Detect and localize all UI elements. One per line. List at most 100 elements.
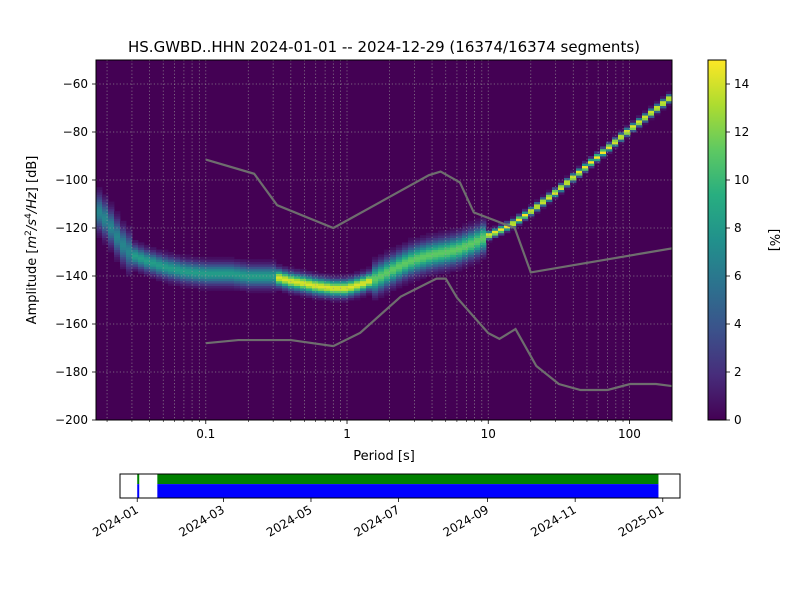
heatmap-cell [258,261,265,265]
heatmap-cell [312,292,319,296]
heatmap-cell [300,271,307,274]
heatmap-cell [198,264,205,267]
heatmap-cell [480,242,487,246]
heatmap-cell [630,124,637,128]
heatmap-cell [138,242,145,246]
heatmap-cell [210,280,217,284]
heatmap-cell [414,242,421,246]
heatmap-cell [450,266,457,270]
heatmap-cell [432,252,439,255]
heatmap-cell [450,249,457,253]
heatmap-cell [408,271,415,274]
colorbar-tick-label: 10 [734,173,749,187]
heatmap-cell [492,225,499,229]
heatmap-cell [294,280,301,284]
heatmap-cell [228,278,235,282]
heatmap-cell [474,242,481,246]
heatmap-cell [468,247,475,250]
heatmap-cell [114,216,121,219]
heatmap-cell [330,285,337,289]
heatmap-cell [180,261,187,265]
heatmap-cell [204,276,211,279]
heatmap-cell [102,206,109,210]
heatmap-cell [480,254,487,258]
heatmap-cell [660,96,667,99]
heatmap-cell [372,266,379,270]
heatmap-cell [270,271,277,274]
heatmap-cell [468,220,475,224]
heatmap-cell [438,237,445,241]
y-axis-label-part: ] [dB] [25,156,40,193]
heatmap-cell [618,136,625,140]
heatmap-cell [210,288,217,291]
heatmap-cell [654,105,661,109]
heatmap-cell [510,223,517,226]
heatmap-cell [252,259,259,262]
heatmap-cell [540,201,547,205]
heatmap-cell [312,271,319,274]
heatmap-cell [342,290,349,294]
heatmap-cell [192,266,199,270]
heatmap-cell [318,292,325,296]
heatmap-cell [384,271,391,274]
heatmap-cell [162,252,169,255]
heatmap-cell [504,220,511,224]
heatmap-cell [156,266,163,270]
heatmap-cell [246,271,253,274]
heatmap-cell [162,254,169,258]
heatmap-cell [342,295,349,298]
heatmap-cell [102,235,109,238]
heatmap-cell [180,285,187,289]
heatmap-cell [150,271,157,274]
heatmap-cell [396,252,403,255]
heatmap-cell [426,268,433,272]
heatmap-cell [96,235,103,238]
heatmap-cell [396,261,403,265]
heatmap-cell [444,261,451,265]
heatmap-cell [192,276,199,279]
heatmap-cell [324,297,331,301]
heatmap-cell [162,266,169,270]
heatmap-cell [252,276,259,279]
heatmap-cell [456,254,463,258]
heatmap-cell [186,261,193,265]
heatmap-cell [168,256,175,260]
heatmap-cell [108,201,115,205]
heatmap-cell [426,237,433,241]
heatmap-cell [438,252,445,255]
heatmap-cell [120,247,127,250]
heatmap-cell [438,242,445,246]
x-tick-label: 10 [481,427,496,441]
y-axis-label-part: 4 [24,213,34,219]
heatmap-cell [372,268,379,272]
heatmap-cell [474,228,481,231]
heatmap-cell [96,206,103,210]
heatmap-cell [258,266,265,270]
heatmap-cell [420,247,427,250]
heatmap-cell [420,242,427,246]
heatmap-cell [288,285,295,289]
x-axis-label: Period [s] [353,449,415,464]
heatmap-cell [462,228,469,231]
heatmap-cell [468,223,475,226]
heatmap-cell [306,276,313,279]
heatmap-cell [162,256,169,260]
heatmap-cell [474,218,481,222]
heatmap-cell [402,242,409,246]
heatmap-cell [588,165,595,169]
heatmap-cell [378,273,385,277]
heatmap-cell [372,259,379,262]
heatmap-cell [216,273,223,277]
heatmap-cell [300,273,307,277]
heatmap-cell [186,276,193,279]
heatmap-cell [114,249,121,253]
heatmap-cell [336,278,343,282]
heatmap-cell [132,254,139,258]
colorbar-tick-label: 12 [734,125,749,139]
heatmap-cell [444,232,451,236]
heatmap-cell [396,264,403,267]
heatmap-cell [468,240,475,243]
heatmap-cell [402,256,409,260]
heatmap-cell [294,271,301,274]
heatmap-cell [228,259,235,262]
